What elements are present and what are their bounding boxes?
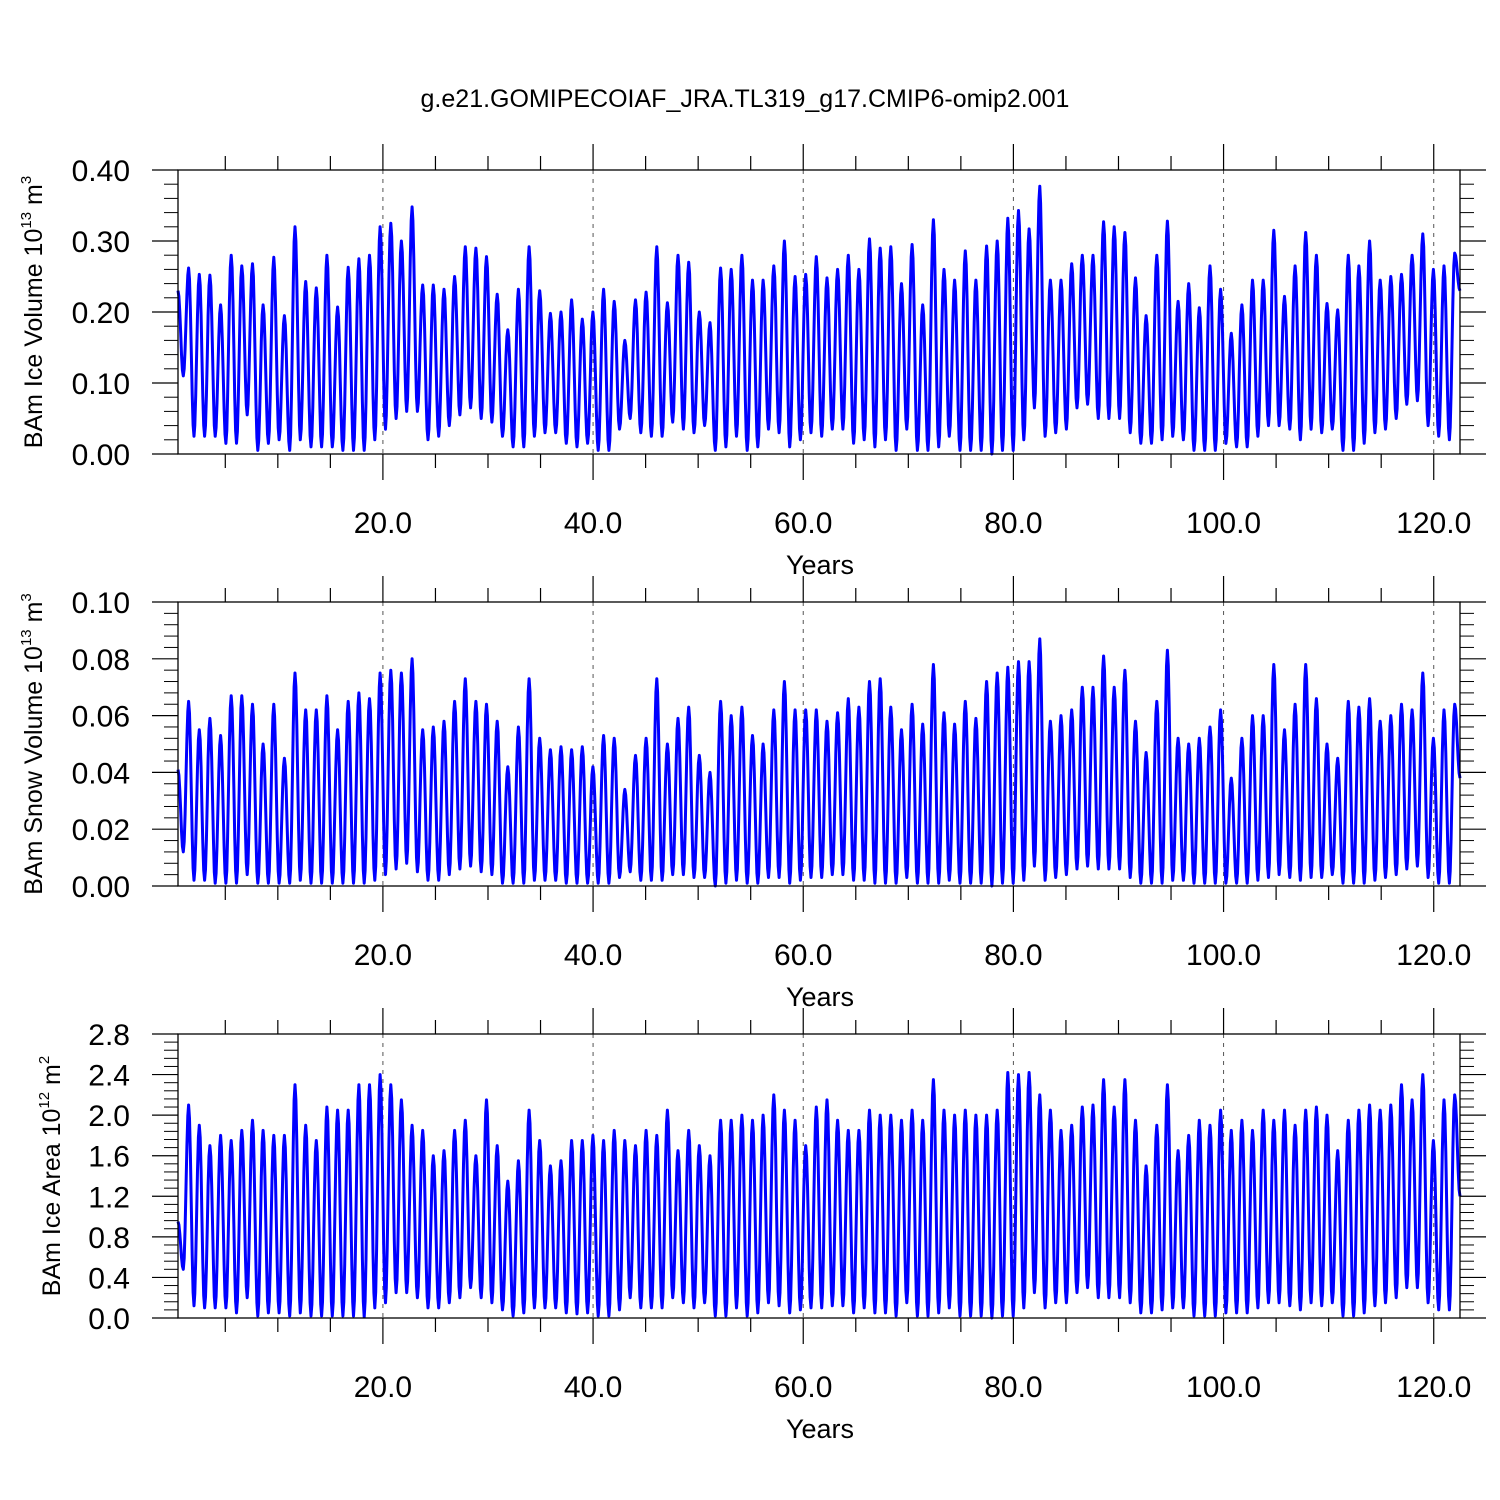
y-label-unit: m	[20, 602, 48, 630]
panel-snow-volume: 20.0 40.0 60.0 80.0 100.0 120.0 Years 0.00 0.02 0…	[18, 576, 1486, 1012]
panel-ice-volume: 20.0 40.0 60.0 80.0 100.0 120.0 Years 0.00 0.10 0…	[18, 144, 1486, 580]
x-tick-label-1: 40.0	[564, 507, 622, 540]
y-label-text: BAm Ice Volume 10	[20, 229, 48, 449]
panel-ice-area: 20.0 40.0 60.0 80.0 100.0 120.0 Years 0.0 0.4 0.8…	[36, 1008, 1486, 1444]
y-tick-label-1: 0.10	[72, 368, 130, 401]
x-axis-label: Years	[786, 1414, 854, 1444]
x-tick-label-0: 20.0	[354, 939, 412, 972]
x-tick-label-4: 100.0	[1186, 1371, 1261, 1404]
x-tick-label-3: 80.0	[984, 1371, 1042, 1404]
y-label-unit-exponent: 3	[18, 593, 35, 601]
plot-frame	[177, 601, 1461, 887]
y-tick-label-0: 0.00	[72, 439, 130, 472]
y-tick-label-5: 0.10	[72, 587, 130, 620]
y-tick-label-0: 0.0	[88, 1303, 130, 1336]
figure-title: g.e21.GOMIPECOIAF_JRA.TL319_g17.CMIP6-om…	[421, 85, 1070, 113]
y-label-unit: m	[20, 184, 48, 212]
series-line	[176, 184, 1462, 456]
y-tick-label-4: 0.40	[72, 155, 130, 188]
y-label-text: BAm Ice Area 10	[38, 1109, 66, 1297]
x-tick-label-2: 60.0	[774, 1371, 832, 1404]
y-tick-label-5: 2.0	[88, 1100, 130, 1133]
y-tick-label-7: 2.8	[88, 1019, 130, 1052]
y-label-unit-exponent: 2	[36, 1056, 53, 1064]
y-axis-label: BAm Ice Area 1012 m2	[36, 1056, 66, 1296]
y-label-unit-exponent: 3	[18, 176, 35, 184]
y-tick-label-3: 0.06	[72, 701, 130, 734]
x-tick-label-0: 20.0	[354, 507, 412, 540]
x-tick-label-4: 100.0	[1186, 507, 1261, 540]
x-tick-label-5: 120.0	[1396, 1371, 1471, 1404]
x-axis-label: Years	[786, 550, 854, 580]
y-axis-label: BAm Ice Volume 1013 m3	[18, 176, 48, 448]
y-tick-label-3: 1.2	[88, 1181, 130, 1214]
x-tick-label-3: 80.0	[984, 939, 1042, 972]
y-label-unit: m	[38, 1064, 66, 1092]
x-tick-label-5: 120.0	[1396, 507, 1471, 540]
series-line	[176, 637, 1462, 888]
y-label-exponent: 12	[36, 1092, 53, 1109]
panels: 20.0 40.0 60.0 80.0 100.0 120.0Years0.000.100…	[18, 144, 1486, 1444]
x-tick-label-2: 60.0	[774, 507, 832, 540]
y-label-exponent: 13	[18, 629, 35, 646]
y-tick-label-2: 0.04	[72, 757, 130, 790]
y-axis-label: BAm Snow Volume 1013 m3	[18, 593, 48, 895]
y-tick-label-1: 0.4	[88, 1262, 130, 1295]
y-label-text: BAm Snow Volume 10	[20, 646, 48, 895]
y-tick-label-2: 0.8	[88, 1222, 130, 1255]
y-label-exponent: 13	[18, 212, 35, 229]
y-tick-label-6: 2.4	[88, 1060, 130, 1093]
x-tick-label-4: 100.0	[1186, 939, 1261, 972]
plot-frame	[177, 1033, 1461, 1319]
x-tick-label-3: 80.0	[984, 507, 1042, 540]
x-tick-label-5: 120.0	[1396, 939, 1471, 972]
x-tick-label-0: 20.0	[354, 1371, 412, 1404]
x-axis-label: Years	[786, 982, 854, 1012]
x-tick-label-1: 40.0	[564, 1371, 622, 1404]
y-tick-label-0: 0.00	[72, 871, 130, 904]
x-tick-label-2: 60.0	[774, 939, 832, 972]
y-tick-label-1: 0.02	[72, 814, 130, 847]
x-tick-label-1: 40.0	[564, 939, 622, 972]
series-line	[176, 1071, 1462, 1320]
y-tick-label-4: 1.6	[88, 1141, 130, 1174]
y-tick-label-3: 0.30	[72, 226, 130, 259]
y-tick-label-2: 0.20	[72, 297, 130, 330]
y-tick-label-4: 0.08	[72, 644, 130, 677]
